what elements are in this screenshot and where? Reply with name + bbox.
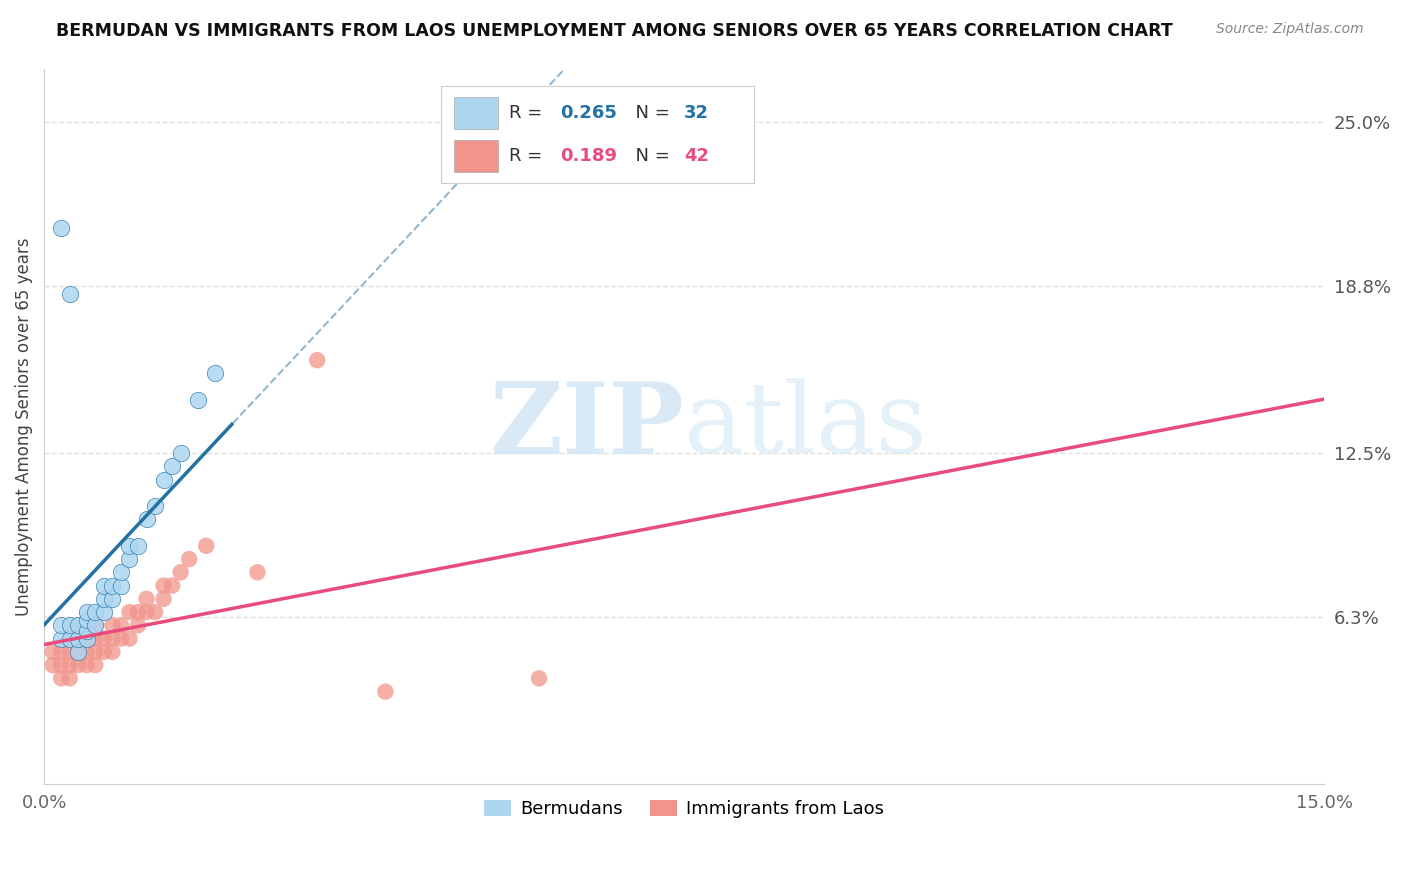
Point [135,591,157,606]
Point [84,632,107,646]
Point [51,618,73,632]
Text: N =: N = [624,103,675,122]
Legend: Bermudans, Immigrants from Laos: Bermudans, Immigrants from Laos [477,793,891,825]
Point [67,632,90,646]
Text: BERMUDAN VS IMMIGRANTS FROM LAOS UNEMPLOYMENT AMONG SENIORS OVER 65 YEARS CORREL: BERMUDAN VS IMMIGRANTS FROM LAOS UNEMPLO… [56,22,1173,40]
Point [93,632,115,646]
Point [67,632,90,646]
Point [101,632,124,646]
Point [169,566,191,580]
Point [152,591,174,606]
Point [51,658,73,673]
Point [67,658,90,673]
Point [93,645,115,659]
Text: N =: N = [624,147,675,165]
Text: ZIP: ZIP [489,378,685,475]
Point [93,591,115,606]
FancyBboxPatch shape [454,97,499,129]
Point [76,624,98,638]
Point [307,353,329,368]
Point [127,539,149,553]
Point [143,605,166,619]
Text: Source: ZipAtlas.com: Source: ZipAtlas.com [1216,22,1364,37]
Text: atlas: atlas [685,378,927,475]
Point [93,605,115,619]
Point [76,658,98,673]
Point [127,618,149,632]
Point [101,618,124,632]
Point [84,618,107,632]
FancyBboxPatch shape [441,87,755,183]
Point [51,220,73,235]
Point [76,605,98,619]
Point [59,286,82,301]
Point [118,552,141,566]
Point [152,473,174,487]
Point [76,632,98,646]
Point [67,645,90,659]
Point [67,618,90,632]
Point [84,658,107,673]
Point [59,672,82,686]
Point [59,658,82,673]
Text: 0.265: 0.265 [560,103,617,122]
Point [59,618,82,632]
Point [76,645,98,659]
Point [84,645,107,659]
Point [179,552,201,566]
Point [246,566,269,580]
Point [160,459,183,474]
Point [84,605,107,619]
Point [101,591,124,606]
Point [110,578,132,592]
Point [51,672,73,686]
FancyBboxPatch shape [454,140,499,172]
Point [59,632,82,646]
Point [160,578,183,592]
Point [51,645,73,659]
Point [152,578,174,592]
Point [110,618,132,632]
Point [110,566,132,580]
Point [93,578,115,592]
Text: R =: R = [509,147,548,165]
Point [84,618,107,632]
Point [118,539,141,553]
Point [101,578,124,592]
Point [135,605,157,619]
Point [41,645,63,659]
Point [67,645,90,659]
Text: 32: 32 [685,103,709,122]
Text: 0.189: 0.189 [560,147,617,165]
Point [76,613,98,627]
Point [51,632,73,646]
Point [135,512,157,526]
Point [76,632,98,646]
Point [195,539,218,553]
Point [59,645,82,659]
Y-axis label: Unemployment Among Seniors over 65 years: Unemployment Among Seniors over 65 years [15,237,32,615]
Text: R =: R = [509,103,548,122]
Point [527,672,550,686]
Point [169,446,191,460]
Point [127,605,149,619]
Point [187,392,209,407]
Point [204,367,226,381]
Point [110,632,132,646]
Point [101,645,124,659]
Point [41,658,63,673]
Text: 42: 42 [685,147,709,165]
Point [118,605,141,619]
Point [374,684,396,698]
Point [143,499,166,513]
Point [118,632,141,646]
